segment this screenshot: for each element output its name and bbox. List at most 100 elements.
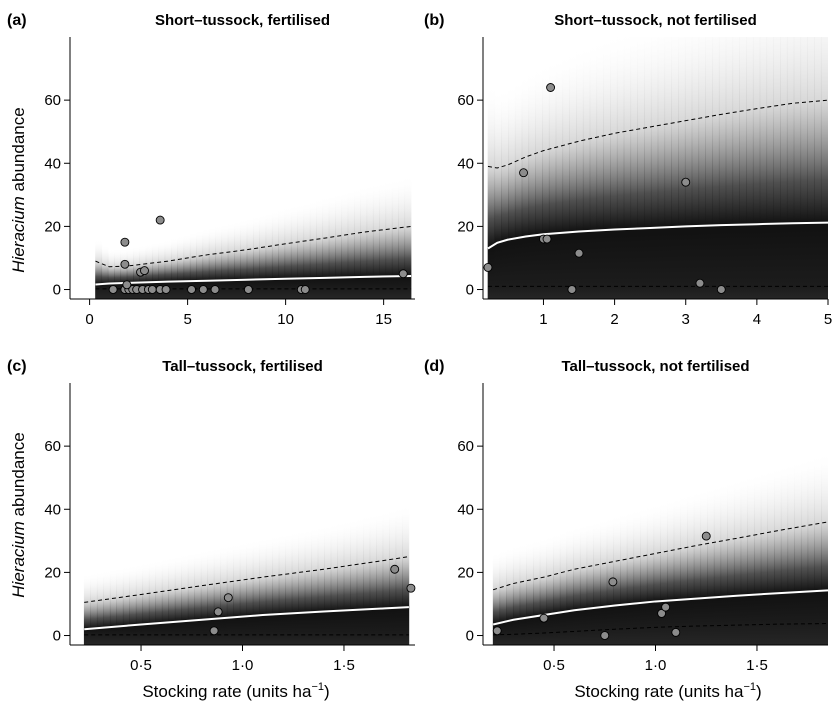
y-axis-title-italic: Hieracium: [9, 196, 28, 273]
y-tick-label: 60: [457, 92, 474, 109]
data-point: [483, 262, 493, 272]
panel-label: (d): [424, 358, 444, 375]
y-tick-label: 40: [457, 501, 474, 518]
data-point: [243, 285, 253, 294]
y-axis-title-italic: Hieracium: [9, 521, 28, 598]
y-axis-title-bottom: Hieracium abundance: [9, 432, 28, 597]
x-tick-label: 0·5: [543, 657, 565, 674]
panel-label: (b): [424, 12, 444, 29]
y-tick-label: 60: [44, 92, 61, 109]
data-point: [671, 627, 681, 637]
y-tick-label: 0: [466, 282, 474, 299]
data-point: [187, 285, 196, 294]
data-point: [600, 631, 610, 640]
data-point: [701, 531, 711, 541]
data-point: [492, 626, 502, 636]
panel-label: (a): [7, 12, 27, 29]
y-tick-label: 60: [457, 438, 474, 455]
x-tick-label: 1·0: [645, 657, 667, 674]
upper-ci-line: [95, 225, 412, 268]
data-point: [161, 285, 171, 294]
data-point: [223, 593, 233, 603]
x-tick-label: 0·5: [130, 657, 152, 674]
x-tick-label: 1·0: [232, 657, 254, 674]
data-point: [210, 285, 220, 294]
data-point: [155, 215, 165, 225]
y-tick-label: 40: [44, 155, 61, 172]
panel-a: 0 20 40 60 0 5 10 15 (a) Short–tussock, fertilise…: [7, 12, 415, 328]
data-point: [661, 602, 671, 612]
density-band: [95, 175, 412, 299]
fitted-mean-line: [95, 274, 412, 286]
density-band: [492, 450, 828, 645]
upper-ci-line: [493, 521, 828, 591]
lower-ci-line: [493, 623, 828, 636]
y-tick-label: 20: [44, 564, 61, 581]
panel-title: Short–tussock, not fertilised: [554, 12, 757, 29]
data-point: [209, 626, 219, 636]
y-tick-label: 0: [53, 628, 61, 645]
x-tick-label: 1: [539, 311, 547, 328]
data-point: [300, 285, 310, 294]
x-tick-label: 10: [277, 311, 294, 328]
x-axis-title-left: Stocking rate (units ha−1): [142, 681, 329, 701]
data-point: [213, 607, 223, 617]
data-point: [567, 285, 577, 294]
y-tick-label: 20: [457, 218, 474, 235]
fitted-mean-line: [84, 606, 409, 631]
data-point: [122, 280, 132, 290]
data-point: [608, 577, 618, 587]
data-point: [574, 248, 584, 258]
data-point: [198, 285, 208, 294]
upper-ci-line: [84, 556, 409, 603]
x-tick-label: 5: [183, 311, 191, 328]
x-tick-label: 15: [375, 311, 392, 328]
data-points: [108, 215, 408, 294]
data-point: [657, 608, 667, 618]
y-tick-label: 0: [466, 628, 474, 645]
x-tick-label: 4: [753, 311, 761, 328]
panel-b: 0 20 40 60 1 2 3 4 5 (b) Short–tussock, not fertil…: [424, 12, 832, 328]
data-points: [483, 83, 726, 294]
panel-c: 0 20 40 60 0·5 1·0 1·5 (c) Tall–tussock, fertili…: [7, 358, 416, 674]
x-axis-title-right: Stocking rate (units ha−1): [574, 681, 761, 701]
panel-title: Short–tussock, fertilised: [155, 12, 330, 29]
x-tick-label: 0: [85, 311, 93, 328]
fit-lines: [84, 556, 409, 636]
y-tick-label: 40: [44, 501, 61, 518]
fit-lines: [95, 225, 412, 290]
data-point: [398, 269, 408, 279]
data-point: [120, 259, 130, 269]
x-axis-title-sup: −1: [311, 681, 324, 693]
y-axis-title-rest: abundance: [9, 432, 28, 521]
y-axis-title-rest: abundance: [9, 107, 28, 196]
x-axis-title-main: Stocking rate (units ha: [142, 682, 312, 701]
data-points: [492, 531, 711, 640]
data-points: [209, 564, 416, 636]
x-axis-title-close: ): [324, 682, 330, 701]
y-tick-label: 20: [44, 218, 61, 235]
data-point: [406, 583, 416, 593]
density-band: [83, 504, 410, 645]
data-point: [546, 83, 556, 92]
data-point: [108, 285, 118, 294]
data-point: [519, 168, 528, 178]
panel-title: Tall–tussock, not fertilised: [561, 358, 749, 375]
data-point: [147, 285, 157, 294]
panel-label: (c): [7, 358, 27, 375]
data-point: [542, 234, 552, 244]
y-tick-label: 20: [457, 564, 474, 581]
x-tick-label: 1·5: [746, 657, 768, 674]
data-point: [716, 285, 726, 294]
x-axis-title-main: Stocking rate (units ha: [574, 682, 744, 701]
x-tick-label: 2: [610, 311, 618, 328]
data-point: [695, 278, 705, 288]
y-axis-title-top: Hieracium abundance: [9, 107, 28, 272]
x-tick-label: 3: [682, 311, 690, 328]
y-tick-label: 60: [44, 438, 61, 455]
fit-lines: [487, 99, 828, 287]
data-point: [120, 237, 130, 247]
fitted-mean-line: [487, 221, 828, 250]
